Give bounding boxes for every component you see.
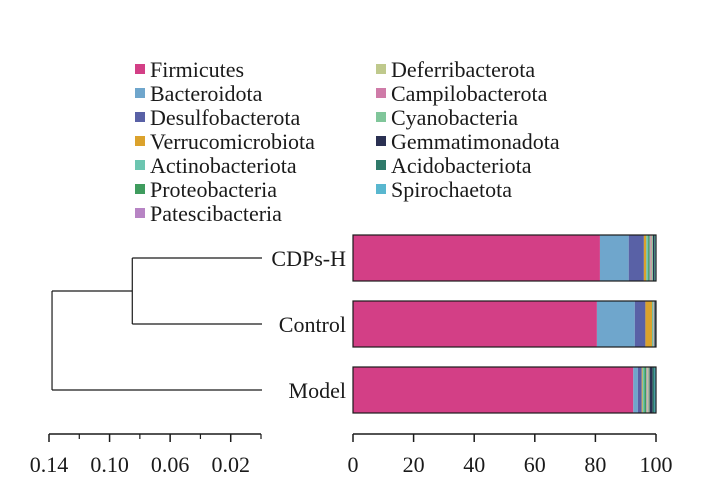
category-label-cdps-h: CDPs-H [271, 246, 346, 271]
bar-control-actinobacteriota [652, 301, 653, 347]
legend-swatch-proteobacteria [135, 184, 145, 194]
bar-control-bacteroidota [596, 301, 635, 347]
bar-model-cyanobacteria [648, 367, 650, 413]
legend-label-patescibacteria: Patescibacteria [150, 201, 282, 226]
legend: FirmicutesBacteroidotaDesulfobacterotaVe… [135, 57, 560, 226]
bar-model-acidobacteriota [652, 367, 655, 413]
bar-model-actinobacteriota [642, 367, 645, 413]
legend-swatch-cyanobacteria [376, 112, 386, 122]
bar-cdps-h-firmicutes [353, 235, 600, 281]
bar-cdps-h-patescibacteria [649, 235, 651, 281]
legend-swatch-bacteroidota [135, 88, 145, 98]
legend-label-proteobacteria: Proteobacteria [150, 177, 277, 202]
bar-cdps-h-deferribacterota [650, 235, 652, 281]
dendro-tick-label-0-10: 0.10 [90, 452, 129, 477]
legend-label-gemmatimonadota: Gemmatimonadota [391, 129, 560, 154]
bar-cdps-h-desulfobacterota [628, 235, 644, 281]
x-tick-label-0: 0 [348, 452, 359, 477]
x-tick-label-60: 60 [524, 452, 546, 477]
bar-cdps-h-bacteroidota [599, 235, 629, 281]
bar-control-desulfobacterota [634, 301, 646, 347]
bar-model-verrucomicrobiota [641, 367, 643, 413]
stacked-bars [352, 234, 657, 414]
dendrogram-axis: 0.14 0.10 0.06 0.02 [30, 433, 262, 477]
bar-cdps-h-actinobacteriota [646, 235, 649, 281]
x-tick-label-40: 40 [463, 452, 485, 477]
bar-cdps-h-gemmatimonadota [652, 235, 655, 281]
bar-model-desulfobacterota [637, 367, 642, 413]
bar-outline-control [352, 300, 657, 348]
legend-swatch-actinobacteriota [135, 160, 145, 170]
legend-label-verrucomicrobiota: Verrucomicrobiota [150, 129, 315, 154]
dendro-tick-label-0-14: 0.14 [30, 452, 69, 477]
legend-label-cyanobacteria: Cyanobacteria [391, 105, 518, 130]
legend-label-campilobacterota: Campilobacterota [391, 81, 548, 106]
legend-swatch-desulfobacterota [135, 112, 145, 122]
bar-control-firmicutes [353, 301, 597, 347]
bar-outline-cdps-h [352, 234, 657, 282]
dendro-tick-label-0-02: 0.02 [211, 452, 250, 477]
legend-swatch-verrucomicrobiota [135, 136, 145, 146]
bar-control-gemmatimonadota [654, 301, 656, 347]
legend-label-actinobacteriota: Actinobacteriota [150, 153, 297, 178]
legend-swatch-patescibacteria [135, 208, 145, 218]
legend-label-deferribacterota: Deferribacterota [391, 57, 535, 82]
bar-model-deferribacterota [646, 367, 648, 413]
bar-control-proteobacteria [652, 301, 654, 347]
legend-label-firmicutes: Firmicutes [150, 57, 244, 82]
bar-cdps-h-proteobacteria [648, 235, 650, 281]
bar-cdps-h-acidobacteriota [654, 235, 656, 281]
bar-model-bacteroidota [633, 367, 638, 413]
legend-swatch-gemmatimonadota [376, 136, 386, 146]
bar-model-proteobacteria [644, 367, 647, 413]
legend-swatch-acidobacteriota [376, 160, 386, 170]
bar-model-spirochaetota [654, 367, 656, 413]
bar-cdps-h-campilobacterota [651, 235, 653, 281]
dendro-tick-label-0-06: 0.06 [151, 452, 190, 477]
category-label-model: Model [289, 378, 346, 403]
dendrogram [51, 257, 262, 391]
legend-label-acidobacteriota: Acidobacteriota [391, 153, 532, 178]
bar-model-firmicutes [353, 367, 634, 413]
bar-model-gemmatimonadota [649, 367, 653, 413]
legend-label-desulfobacterota: Desulfobacterota [150, 105, 300, 130]
bar-model-campilobacterota [647, 367, 649, 413]
legend-swatch-firmicutes [135, 64, 145, 74]
x-tick-label-100: 100 [640, 452, 673, 477]
bar-model-patescibacteria [646, 367, 647, 413]
bar-cdps-h-verrucomicrobiota [643, 235, 647, 281]
category-label-control: Control [279, 312, 346, 337]
x-tick-label-20: 20 [403, 452, 425, 477]
legend-swatch-campilobacterota [376, 88, 386, 98]
x-tick-label-80: 80 [584, 452, 606, 477]
legend-label-bacteroidota: Bacteroidota [150, 81, 263, 106]
bar-control-verrucomicrobiota [645, 301, 653, 347]
legend-swatch-deferribacterota [376, 64, 386, 74]
bar-cdps-h-cyanobacteria [652, 235, 653, 281]
x-axis: 0 20 40 60 80 100 [348, 433, 673, 477]
legend-swatch-spirochaetota [376, 184, 386, 194]
legend-label-spirochaetota: Spirochaetota [391, 177, 512, 202]
bar-outline-model [352, 366, 657, 414]
category-labels: CDPs-H Control Model [271, 246, 346, 403]
